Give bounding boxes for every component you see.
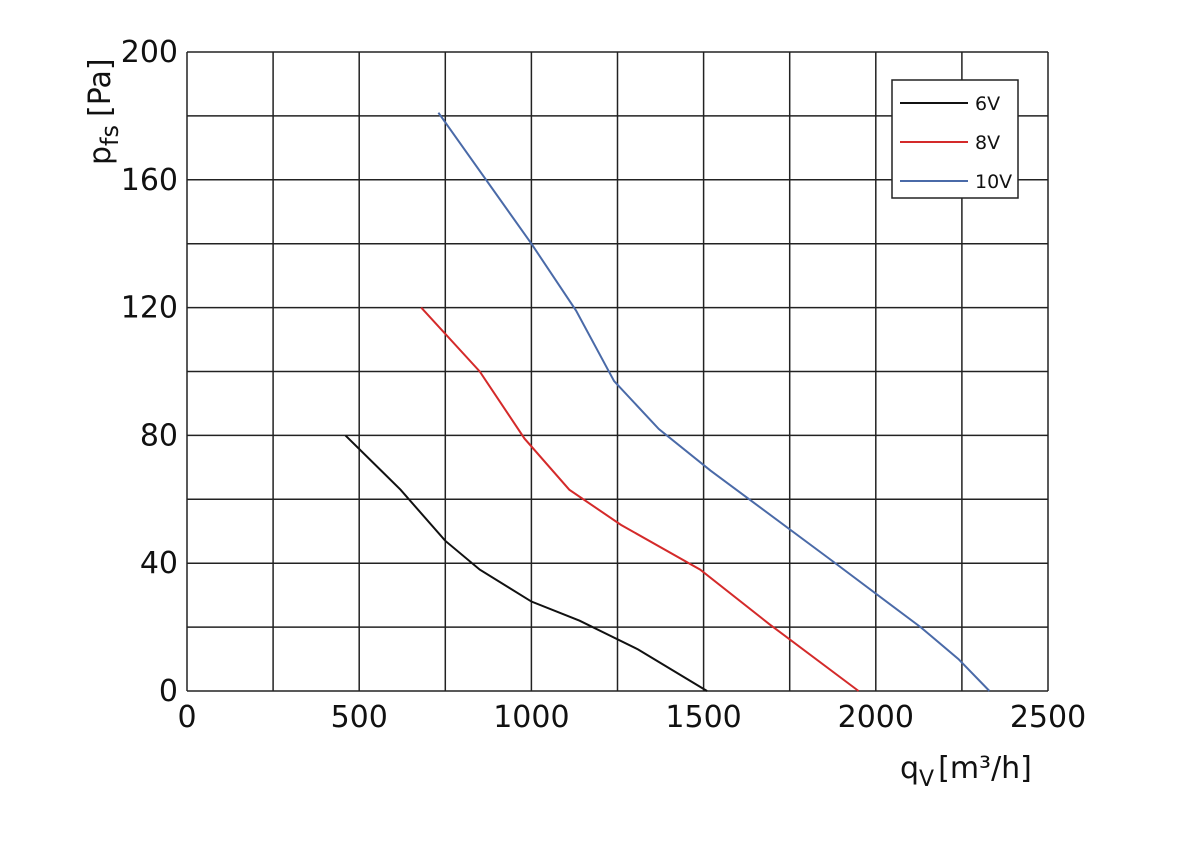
y-label-main: p	[83, 146, 118, 165]
line-series	[420, 306, 860, 692]
x-tick-label: 1000	[493, 700, 569, 735]
y-label-unit: [Pa]	[83, 58, 118, 117]
x-label-main: q	[900, 751, 919, 786]
x-axis-label: qV [m³/h]	[900, 751, 1032, 792]
line-series	[437, 112, 991, 692]
x-tick-label: 1500	[665, 700, 741, 735]
x-label-unit: [m³/h]	[938, 751, 1032, 786]
x-tick-label: 500	[331, 700, 388, 735]
y-tick-label: 160	[121, 163, 178, 198]
legend-label: 6V	[975, 93, 1000, 115]
x-tick-label: 0	[177, 700, 196, 735]
y-tick-label: 80	[140, 418, 178, 453]
line-series	[344, 434, 708, 692]
y-label-sub: fs	[96, 125, 124, 146]
x-label-sub: V	[919, 767, 934, 792]
legend-label: 10V	[975, 171, 1012, 193]
x-tick-label: 2000	[838, 700, 914, 735]
y-tick-label: 40	[140, 546, 178, 581]
legend: 6V 8V 10V	[891, 79, 1019, 199]
legend-label: 8V	[975, 132, 1000, 154]
y-tick-label: 0	[159, 674, 178, 709]
y-tick-label: 120	[121, 291, 178, 326]
y-tick-label: 200	[121, 35, 178, 70]
legend-box	[891, 79, 1019, 199]
y-axis-label: pfs [Pa]	[83, 58, 124, 165]
x-tick-label: 2500	[1010, 700, 1086, 735]
